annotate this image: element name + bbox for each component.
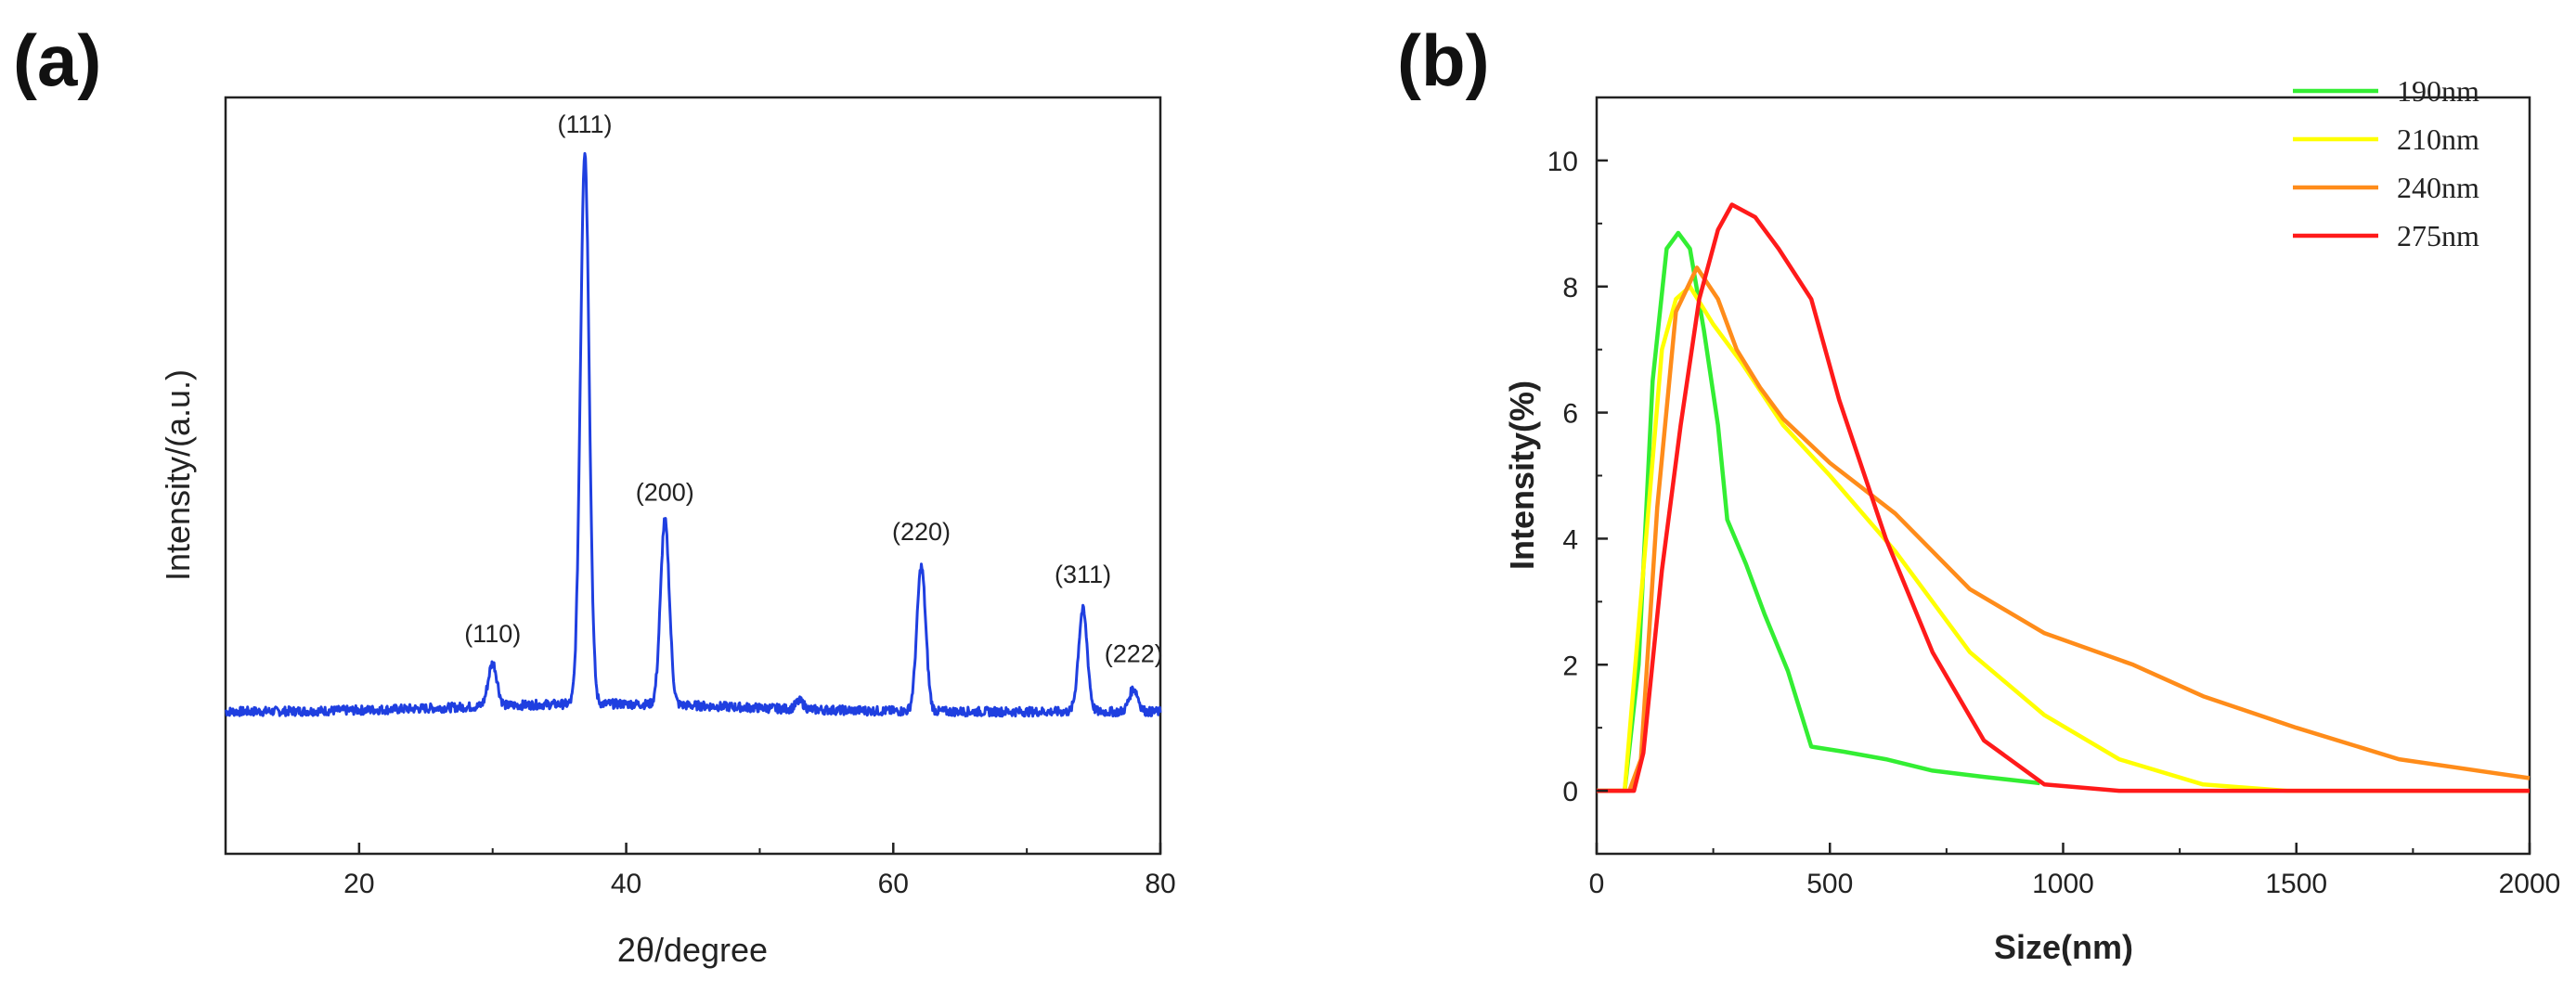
panel-b-y-tick-label: 8	[1562, 273, 1578, 303]
panel-b-y-tick-label: 4	[1562, 524, 1578, 555]
panel-b-plot-frame	[1595, 96, 2531, 856]
panel-a-peak-labels: (110) (111) (200) (220) (311) (222)	[464, 110, 1163, 667]
panel-b-y-tick-label: 2	[1562, 651, 1578, 681]
panel-a-x-tick-label: 20	[343, 869, 374, 899]
panel-b-x-tick-label: 2000	[2499, 869, 2561, 899]
panel-b-x-tick-label: 500	[1806, 869, 1853, 899]
panel-b-legend-label: 190nm	[2397, 74, 2479, 108]
panel-b-label: (b)	[1397, 19, 1490, 101]
panel-b-legend-label: 240nm	[2397, 171, 2479, 204]
panel-b-y-tick-label: 6	[1562, 399, 1578, 430]
panel-b-legend-label: 210nm	[2397, 123, 2479, 156]
panel-a-y-axis-title: Intensity/(a.u.)	[159, 369, 197, 581]
panel-a-peak-label: (222)	[1105, 639, 1163, 667]
panel-a-xrd-pattern-line	[224, 151, 1162, 718]
panel-b-x-tick-label: 0	[1589, 869, 1605, 899]
panel-a-peak-label: (111)	[557, 110, 612, 138]
panel-a-x-axis-title: 2θ/degree	[617, 931, 768, 969]
panel-a-xrd: (a) 20 40 60 80 (110) (111) (200) (220) (311) (2…	[13, 19, 1176, 969]
panel-b-y-tick-label: 0	[1562, 777, 1578, 807]
panel-b-x-ticks: 0 500 1000 1500 2000	[1589, 843, 2561, 899]
panel-b-legend: 190nm 210nm 240nm 275nm	[2293, 74, 2479, 252]
panel-a-plot-frame	[224, 96, 1162, 856]
panel-b-series-line-275nm	[1597, 202, 2530, 793]
panel-a-peak-label: (220)	[892, 518, 951, 546]
panel-a-x-tick-label: 60	[878, 869, 909, 899]
panel-b-x-axis-title: Size(nm)	[1994, 928, 2133, 966]
panel-b-series-line-240nm	[1597, 265, 2531, 793]
panel-a-peak-label: (110)	[464, 620, 521, 648]
panel-a-label: (a)	[13, 19, 101, 101]
panel-b-series-line-210nm	[1597, 284, 2530, 793]
panel-b-x-tick-label: 1500	[2265, 869, 2327, 899]
panel-b-series-line-190nm	[1597, 230, 2040, 793]
panel-a-x-tick-label: 40	[611, 869, 641, 899]
panel-b-size-distribution: (b) 0 500 1000 1500 2000 0 2 4 6 8 10 190nm 210nm 2…	[1397, 19, 2560, 966]
panel-a-x-tick-label: 80	[1145, 869, 1175, 899]
panel-b-y-axis-title: Intensity(%)	[1503, 380, 1541, 570]
panel-b-x-tick-label: 1000	[2032, 869, 2094, 899]
panel-b-y-ticks: 0 2 4 6 8 10	[1547, 147, 1608, 807]
panel-b-series-lines	[1597, 202, 2531, 793]
panel-b-legend-label: 275nm	[2397, 219, 2479, 252]
panel-a-peak-label: (311)	[1055, 561, 1111, 588]
panel-a-peak-label: (200)	[636, 479, 694, 507]
panel-b-y-tick-label: 10	[1547, 147, 1578, 177]
panel-a-x-ticks: 20 40 60 80	[225, 843, 1176, 899]
